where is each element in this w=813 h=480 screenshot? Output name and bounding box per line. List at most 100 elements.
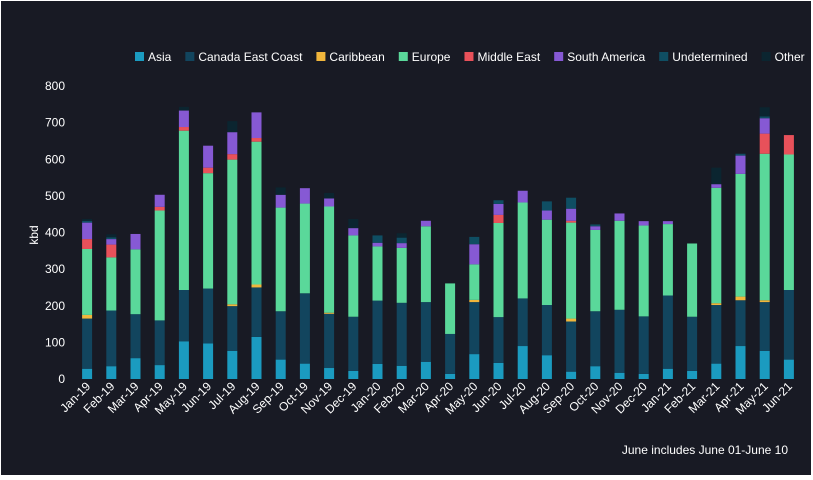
bar-stack-apr-20 bbox=[445, 283, 456, 379]
bar-segment-canada-east-coast bbox=[203, 288, 214, 344]
bar-segment-asia bbox=[372, 363, 383, 379]
bar-segment-europe bbox=[396, 247, 407, 303]
bar-stack-jan-21 bbox=[662, 221, 673, 379]
bar-segment-europe bbox=[711, 187, 722, 304]
bar-segment-south-america bbox=[735, 155, 746, 174]
y-tick-label: 400 bbox=[45, 226, 65, 240]
bar-stack-aug-19 bbox=[251, 112, 262, 379]
y-axis-ticks: 0 100 200 300 400 500 600 700 800 bbox=[45, 79, 65, 386]
bar-segment-south-america bbox=[348, 228, 359, 236]
bar-segment-caribbean bbox=[735, 296, 746, 301]
bar-segment-europe bbox=[687, 243, 698, 317]
bar-stack-dec-20 bbox=[638, 221, 649, 379]
legend-item-europe: Europe bbox=[398, 50, 451, 64]
y-tick-label: 100 bbox=[45, 335, 65, 349]
legend-swatch bbox=[316, 52, 326, 61]
bar-segment-caribbean bbox=[566, 318, 577, 322]
bar-segment-asia bbox=[130, 358, 141, 379]
bar-segment-canada-east-coast bbox=[82, 318, 93, 369]
bar-segment-other bbox=[82, 218, 93, 221]
bar-segment-undetermined bbox=[493, 200, 504, 204]
bar-segment-south-america bbox=[638, 221, 649, 226]
legend-swatch bbox=[464, 52, 474, 61]
legend-swatch bbox=[135, 52, 144, 61]
bar-segment-asia bbox=[82, 368, 93, 379]
bar-segment-other bbox=[396, 233, 407, 238]
bar-segment-canada-east-coast bbox=[735, 300, 746, 347]
bar-segment-canada-east-coast bbox=[154, 320, 165, 366]
bar-stack-jul-20 bbox=[517, 190, 528, 379]
bar-segment-middle-east bbox=[227, 154, 238, 160]
bar-segment-south-america bbox=[493, 203, 504, 215]
bar-stack-dec-19 bbox=[348, 218, 359, 379]
bar-segment-canada-east-coast bbox=[687, 316, 698, 371]
bar-segment-undetermined bbox=[759, 116, 770, 119]
bar-segment-europe bbox=[372, 246, 383, 301]
bar-stack-jun-19 bbox=[203, 145, 214, 379]
bar-stack-nov-19 bbox=[324, 192, 335, 379]
legend-item-canada-east-coast: Canada East Coast bbox=[185, 50, 303, 64]
bar-segment-asia bbox=[517, 346, 528, 379]
legend-swatch bbox=[761, 52, 771, 61]
bar-segment-europe bbox=[783, 154, 794, 291]
legend-label: Asia bbox=[148, 50, 172, 64]
bar-segment-south-america bbox=[662, 221, 673, 225]
bar-segment-caribbean bbox=[227, 304, 238, 307]
bar-stack-may-19 bbox=[178, 106, 189, 379]
bar-segment-europe bbox=[420, 226, 431, 303]
bar-segment-europe bbox=[154, 210, 165, 321]
bar-segment-other bbox=[227, 121, 238, 133]
legend-item-undetermined: Undetermined bbox=[659, 50, 748, 64]
bar-segment-europe bbox=[638, 225, 649, 317]
bar-segment-caribbean bbox=[324, 312, 335, 314]
bar-segment-asia bbox=[178, 341, 189, 379]
bar-segment-south-america bbox=[82, 222, 93, 240]
bar-segment-canada-east-coast bbox=[348, 316, 359, 371]
legend-label: South America bbox=[567, 50, 645, 64]
y-tick-label: 800 bbox=[45, 79, 65, 93]
bar-stack-may-20 bbox=[469, 236, 480, 379]
y-tick-label: 200 bbox=[45, 299, 65, 313]
bar-segment-canada-east-coast bbox=[372, 300, 383, 364]
bar-segment-other bbox=[348, 218, 359, 229]
bar-segment-asia bbox=[783, 359, 794, 379]
bar-segment-canada-east-coast bbox=[638, 316, 649, 374]
bar-segment-south-america bbox=[154, 194, 165, 207]
bar-stack-mar-19 bbox=[130, 233, 141, 379]
bar-stack-apr-19 bbox=[154, 194, 165, 379]
bar-segment-europe bbox=[662, 224, 673, 296]
y-tick-label: 0 bbox=[58, 372, 65, 386]
bar-segment-asia bbox=[759, 350, 770, 379]
bar-segment-caribbean bbox=[759, 300, 770, 303]
bar-segment-europe bbox=[324, 206, 335, 313]
bar-segment-canada-east-coast bbox=[299, 293, 310, 364]
bar-segment-other bbox=[324, 192, 335, 199]
bar-segment-canada-east-coast bbox=[130, 314, 141, 359]
bar-segment-south-america bbox=[251, 112, 262, 139]
bar-stack-feb-20 bbox=[396, 233, 407, 379]
bar-segment-asia bbox=[493, 362, 504, 379]
bar-stack-apr-21 bbox=[735, 153, 746, 379]
bar-stack-nov-20 bbox=[614, 213, 625, 379]
bar-segment-canada-east-coast bbox=[759, 302, 770, 351]
bar-stack-jan-19 bbox=[82, 218, 93, 379]
bar-segment-europe bbox=[541, 219, 552, 306]
bar-segment-europe bbox=[566, 222, 577, 319]
bar-segment-canada-east-coast bbox=[493, 317, 504, 363]
bar-stack-feb-21 bbox=[687, 243, 698, 379]
bar-segment-asia bbox=[251, 336, 262, 379]
bar-segment-europe bbox=[251, 141, 262, 285]
bar-segment-europe bbox=[735, 173, 746, 297]
bar-segment-asia bbox=[469, 354, 480, 379]
bar-stack-may-21 bbox=[759, 107, 770, 379]
bar-segment-south-america bbox=[372, 242, 383, 247]
legend-swatch bbox=[398, 52, 408, 61]
bar-segment-europe bbox=[106, 257, 117, 311]
bar-segment-asia bbox=[396, 365, 407, 379]
bar-segment-asia bbox=[638, 373, 649, 379]
bar-segment-asia bbox=[203, 343, 214, 379]
bar-segment-south-america bbox=[299, 188, 310, 204]
bar-segment-south-america bbox=[759, 118, 770, 134]
bar-segment-canada-east-coast bbox=[541, 305, 552, 356]
